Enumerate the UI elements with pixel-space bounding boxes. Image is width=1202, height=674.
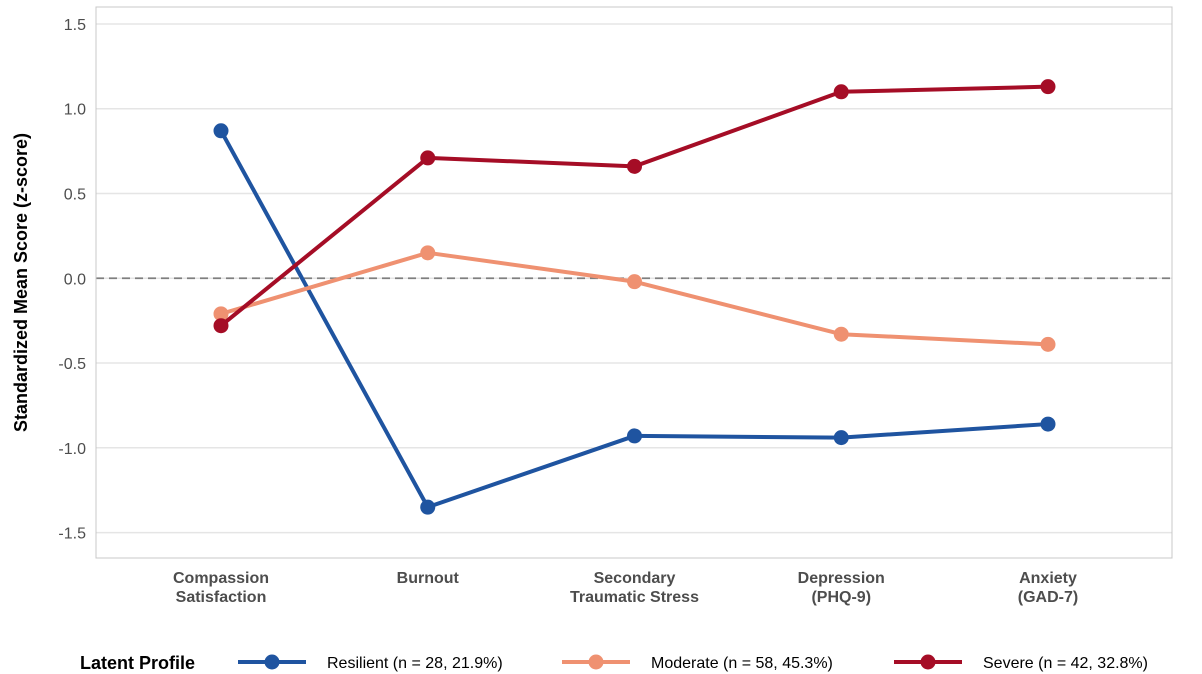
x-tick-label-line: Burnout [397, 570, 460, 587]
series-line [219, 84, 1050, 328]
grid-layer [96, 23, 1172, 534]
x-tick-label-line: Secondary [594, 570, 676, 587]
y-tick-labels: 1.5 1.0 0.5 0.0 -0.5 -1.0 -1.5 [58, 17, 86, 543]
x-tick-label-line: Depression [798, 570, 885, 587]
x-tick-label-line: Compassion [173, 570, 269, 587]
x-tick-label-line: (GAD-7) [1018, 589, 1078, 606]
data-point [833, 84, 849, 100]
data-point [627, 428, 642, 444]
legend: Latent Profile Resilient (n = 28, 21.9%)… [80, 653, 1148, 673]
data-point [1040, 336, 1056, 352]
data-point [1040, 79, 1056, 95]
y-tick-label: 1.0 [64, 102, 86, 119]
series-resilient [213, 123, 1056, 515]
y-tick-label: 0.0 [64, 271, 86, 288]
y-tick-label: -0.5 [58, 356, 86, 373]
data-point [213, 123, 229, 139]
legend-key-point [920, 654, 936, 670]
x-tick-label-line: Traumatic Stress [570, 589, 699, 606]
data-point [833, 326, 849, 342]
x-tick-label: Compassion Satisfaction [173, 570, 269, 606]
legend-item: Resilient (n = 28, 21.9%) [238, 654, 503, 672]
legend-key-point [588, 654, 604, 670]
y-tick-label: 1.5 [64, 17, 86, 34]
series-severe [213, 79, 1056, 334]
x-tick-label: Anxiety (GAD-7) [1018, 570, 1078, 606]
legend-label: Moderate (n = 58, 45.3%) [651, 655, 833, 672]
y-axis-label: Standardized Mean Score (z-score) [11, 133, 31, 432]
data-point [627, 158, 642, 174]
legend-key-point [264, 654, 280, 670]
panel-border [95, 6, 1173, 559]
y-tick-label: -1.5 [58, 526, 86, 543]
x-tick-label: Depression (PHQ-9) [798, 570, 885, 606]
y-tick-label: -1.0 [58, 441, 86, 458]
x-tick-labels: Compassion Satisfaction Burnout Secondary Tr… [173, 570, 1078, 606]
x-tick-label-line: Anxiety [1019, 570, 1077, 587]
x-tick-label: Burnout [397, 570, 460, 587]
data-point [1040, 416, 1056, 432]
x-tick-label: Secondary Traumatic Stress [570, 570, 699, 606]
legend-label: Resilient (n = 28, 21.9%) [327, 655, 503, 672]
data-point [213, 306, 229, 322]
x-tick-label-line: (PHQ-9) [811, 589, 871, 606]
y-tick-label: 0.5 [64, 186, 86, 203]
legend-title: Latent Profile [80, 653, 195, 673]
data-point [627, 274, 642, 290]
data-point [420, 150, 436, 166]
series-line [219, 128, 1050, 510]
x-tick-label-line: Satisfaction [176, 589, 267, 606]
data-point [213, 318, 229, 334]
legend-item: Moderate (n = 58, 45.3%) [562, 654, 833, 672]
data-point [420, 499, 436, 515]
series-layer [213, 79, 1056, 515]
series-line [219, 250, 1050, 347]
data-point [420, 245, 436, 261]
series-moderate [213, 245, 1056, 352]
data-point [833, 430, 849, 446]
legend-label: Severe (n = 42, 32.8%) [983, 655, 1148, 672]
legend-item: Severe (n = 42, 32.8%) [894, 654, 1148, 672]
